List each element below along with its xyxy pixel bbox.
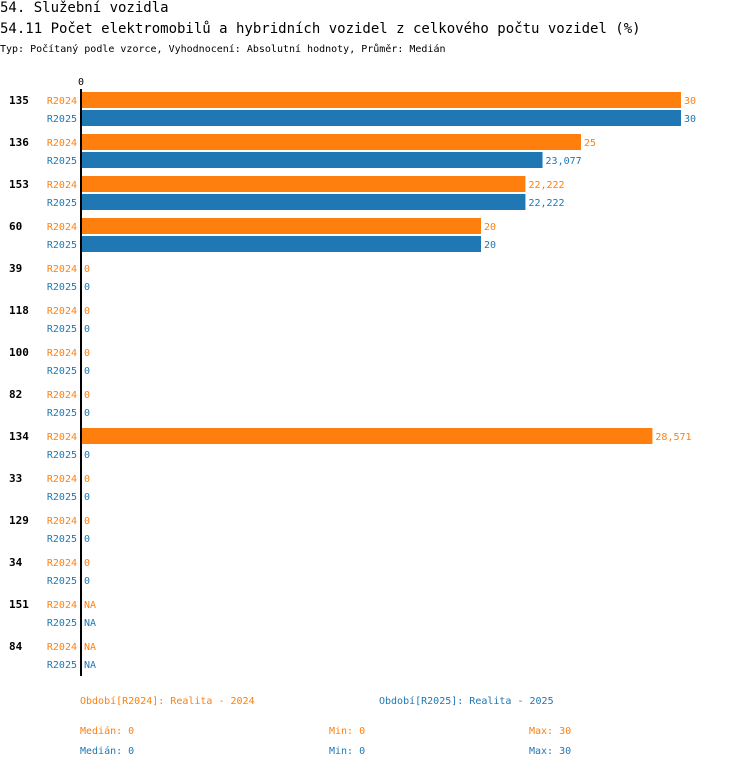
- bar: [81, 236, 481, 252]
- data-label: 0: [84, 450, 90, 461]
- series-label: R2024: [47, 138, 77, 149]
- series-label: R2025: [47, 240, 77, 251]
- series-label: R2024: [47, 96, 77, 107]
- data-label: 0: [84, 492, 90, 503]
- series-label: R2025: [47, 660, 77, 671]
- data-label: NA: [84, 660, 96, 671]
- series-label: R2024: [47, 474, 77, 485]
- series-label: R2025: [47, 450, 77, 461]
- category-label: 60: [9, 220, 22, 233]
- data-label: 0: [84, 558, 90, 569]
- data-label: 22,222: [528, 180, 564, 191]
- bar: [81, 176, 526, 192]
- bar: [81, 92, 681, 108]
- bar: [81, 152, 543, 168]
- bar-chart: 0 135 R2024 30 R2025 30 136 R2024 25 R2025 23,077 1…: [9, 77, 696, 676]
- series-label: R2024: [47, 390, 77, 401]
- data-label: 0: [84, 306, 90, 317]
- category-label: 34: [9, 556, 23, 569]
- axis-zero-label: 0: [78, 77, 84, 88]
- data-label: 22,222: [528, 198, 564, 209]
- data-label: 30: [684, 114, 696, 125]
- series-label: R2024: [47, 264, 77, 275]
- series-label: R2024: [47, 306, 77, 317]
- category-label: 39: [9, 262, 22, 275]
- series-label: R2025: [47, 366, 77, 377]
- data-label: NA: [84, 600, 96, 611]
- category-label: 33: [9, 472, 22, 485]
- series-label: R2025: [47, 618, 77, 629]
- stat-max-r2025: Max: 30: [529, 746, 572, 757]
- data-label: 20: [484, 222, 496, 233]
- category-label: 82: [9, 388, 22, 401]
- stat-min-r2024: Min: 0: [329, 726, 366, 737]
- series-label: R2025: [47, 324, 77, 335]
- series-label: R2024: [47, 222, 77, 233]
- category-label: 100: [9, 346, 29, 359]
- series-label: R2024: [47, 180, 77, 191]
- data-label: NA: [84, 642, 96, 653]
- series-label: R2024: [47, 348, 77, 359]
- series-label: R2025: [47, 534, 77, 545]
- bar: [81, 110, 681, 126]
- stat-max-r2024: Max: 30: [529, 726, 572, 737]
- series-label: R2025: [47, 408, 77, 419]
- category-label: 135: [9, 94, 29, 107]
- data-label: 0: [84, 390, 90, 401]
- series-label: R2025: [47, 282, 77, 293]
- series-label: R2024: [47, 558, 77, 569]
- data-label: 0: [84, 348, 90, 359]
- data-label: 23,077: [546, 156, 582, 167]
- bar: [81, 428, 653, 444]
- data-label: 0: [84, 474, 90, 485]
- legend-period-r2024: Období[R2024]: Realita - 2024: [80, 696, 255, 707]
- stat-min-r2025: Min: 0: [329, 746, 366, 757]
- series-label: R2024: [47, 516, 77, 527]
- stat-median-r2024: Medián: 0: [80, 726, 135, 737]
- bar: [81, 218, 481, 234]
- series-label: R2025: [47, 198, 77, 209]
- bar: [81, 194, 526, 210]
- category-label: 151: [9, 598, 29, 611]
- data-label: 20: [484, 240, 496, 251]
- category-label: 134: [9, 430, 29, 443]
- data-label: 0: [84, 534, 90, 545]
- series-label: R2024: [47, 642, 77, 653]
- legend-period-r2025: Období[R2025]: Realita - 2025: [379, 696, 554, 707]
- data-label: 25: [584, 138, 596, 149]
- data-label: 0: [84, 366, 90, 377]
- data-label: 0: [84, 576, 90, 587]
- series-label: R2025: [47, 114, 77, 125]
- data-label: 0: [84, 264, 90, 275]
- series-label: R2025: [47, 156, 77, 167]
- category-label: 84: [9, 640, 23, 653]
- category-label: 118: [9, 304, 29, 317]
- data-label: 0: [84, 282, 90, 293]
- data-label: NA: [84, 618, 96, 629]
- section-title: 54. Služební vozidla: [0, 0, 169, 16]
- chart-title: 54.11 Počet elektromobilů a hybridních v…: [0, 21, 641, 37]
- stat-median-r2025: Medián: 0: [80, 746, 135, 757]
- series-label: R2025: [47, 492, 77, 503]
- data-label: 30: [684, 96, 696, 107]
- bar: [81, 134, 581, 150]
- data-label: 0: [84, 516, 90, 527]
- chart-subtitle: Typ: Počítaný podle vzorce, Vyhodnocení:…: [0, 44, 446, 55]
- series-label: R2025: [47, 576, 77, 587]
- category-label: 153: [9, 178, 29, 191]
- data-label: 0: [84, 408, 90, 419]
- series-label: R2024: [47, 432, 77, 443]
- data-label: 28,571: [655, 432, 691, 443]
- category-label: 129: [9, 514, 29, 527]
- data-label: 0: [84, 324, 90, 335]
- category-label: 136: [9, 136, 29, 149]
- series-label: R2024: [47, 600, 77, 611]
